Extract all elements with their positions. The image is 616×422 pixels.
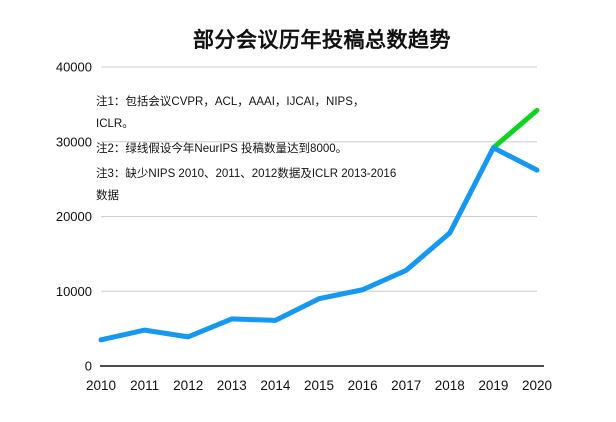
x-tick-label: 2013 <box>217 378 247 393</box>
total-submissions-blue-line <box>98 145 540 343</box>
x-tick-label: 2011 <box>130 378 159 393</box>
y-tick-label: 20000 <box>56 209 92 224</box>
x-tick-label: 2016 <box>348 378 378 393</box>
y-tick-label: 40000 <box>56 60 92 75</box>
chart-title: 部分会议历年投稿总数趋势 <box>193 29 451 52</box>
x-tick-label: 2012 <box>173 378 203 393</box>
x-tick-label: 2018 <box>435 378 465 393</box>
x-tick-label: 2014 <box>260 378 291 393</box>
x-tick-label: 2015 <box>304 378 334 393</box>
x-tick-label: 2020 <box>522 378 552 393</box>
y-tick-label: 10000 <box>56 284 92 299</box>
chart-annotations: 注1：包括会议CVPR，ACL，AAAI，IJCAI，NIPS，ICLR。 注2… <box>96 91 401 210</box>
annotation-note-2: 注2：绿线假设今年NeurIPS 投稿数量达到8000。 <box>96 143 348 155</box>
x-tick-label: 2017 <box>391 378 421 393</box>
x-tick-label: 2010 <box>86 378 116 393</box>
assumed-neurips-8000-green-line <box>490 107 540 151</box>
x-tick-label: 2019 <box>478 378 508 393</box>
annotation-note-1: 注1：包括会议CVPR，ACL，AAAI，IJCAI，NIPS，ICLR。 <box>96 96 365 130</box>
y-tick-label: 0 <box>85 359 92 374</box>
y-tick-label: 30000 <box>56 134 92 149</box>
annotation-note-3: 注3：缺少NIPS 2010、2011、2012数据及ICLR 2013-201… <box>96 168 397 202</box>
